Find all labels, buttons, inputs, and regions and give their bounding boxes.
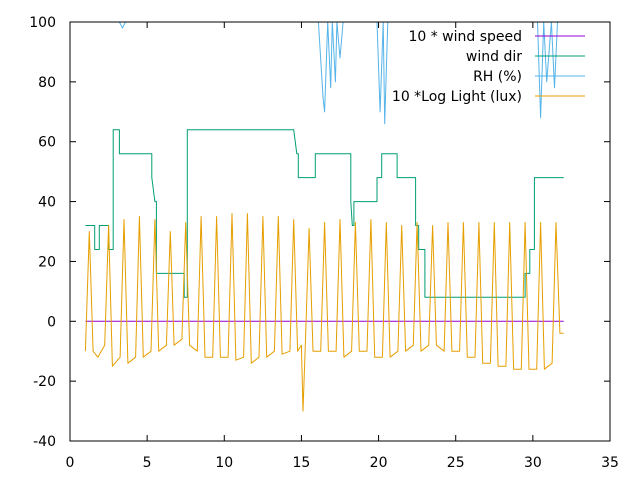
series-line-2 bbox=[118, 21, 564, 125]
x-tick-label: 15 bbox=[293, 455, 311, 471]
x-tick-label: 0 bbox=[66, 455, 75, 471]
x-tick-label: 35 bbox=[601, 455, 619, 471]
plot-frame bbox=[69, 21, 611, 442]
y-tick-label: 0 bbox=[47, 314, 56, 330]
series-line-1 bbox=[85, 129, 564, 298]
x-tick-label: 20 bbox=[370, 455, 388, 471]
x-tick-label: 10 bbox=[215, 455, 233, 471]
legend-label: 10 * wind speed bbox=[408, 29, 522, 45]
x-tick-label: 5 bbox=[143, 455, 152, 471]
y-tick-label: 40 bbox=[38, 195, 56, 211]
y-tick-label: 20 bbox=[38, 254, 56, 270]
x-tick-label: 30 bbox=[524, 455, 542, 471]
y-tick-label: 100 bbox=[29, 15, 56, 31]
legend-label: RH (%) bbox=[473, 69, 522, 85]
y-tick-label: -20 bbox=[33, 374, 56, 390]
y-tick-label: 60 bbox=[38, 135, 56, 151]
series-layer bbox=[84, 21, 564, 412]
y-tick-label: -40 bbox=[33, 434, 56, 450]
legend: 10 * wind speed wind dir RH (%) 10 *Log Lig… bbox=[392, 29, 585, 105]
axis-layer: 0 5 10 15 20 25 30 35 -40 -20 0 20 40 60 80 100 bbox=[29, 15, 619, 471]
series-line-3 bbox=[84, 213, 564, 412]
x-tick-label: 25 bbox=[447, 455, 465, 471]
y-tick-label: 80 bbox=[38, 75, 56, 91]
legend-label: 10 *Log Light (lux) bbox=[392, 89, 522, 105]
legend-label: wind dir bbox=[466, 49, 522, 65]
